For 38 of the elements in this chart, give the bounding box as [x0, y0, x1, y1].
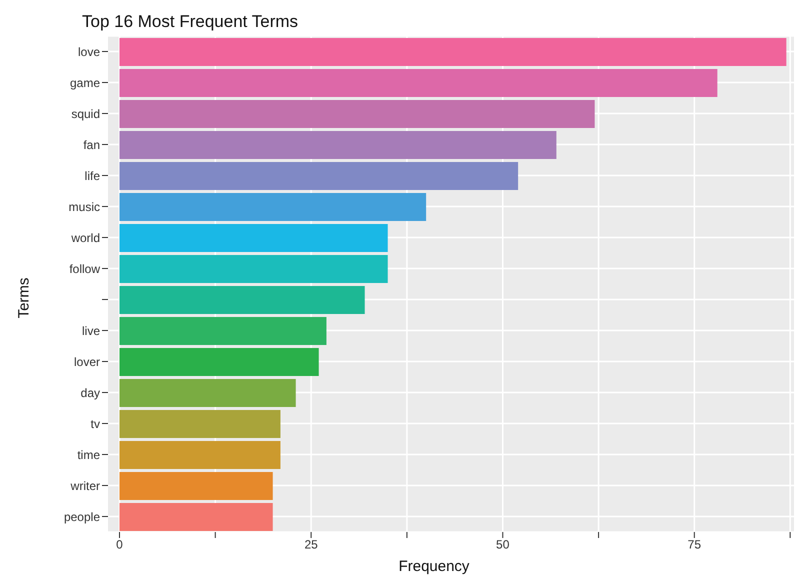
y-tick-label: game: [70, 76, 100, 90]
bar: [119, 131, 556, 159]
y-tick-label: follow: [69, 262, 100, 276]
bar: [119, 503, 273, 531]
bar: [119, 38, 786, 66]
y-tick-label: people: [64, 510, 100, 524]
x-tick-label: 50: [496, 538, 510, 552]
y-tick-label: love: [78, 44, 100, 59]
bar: [119, 224, 388, 252]
x-tick-label: 75: [688, 538, 702, 552]
y-tick-label: music: [68, 200, 100, 214]
bar: [119, 410, 280, 438]
bar: [119, 379, 296, 407]
y-tick-label: world: [70, 230, 100, 245]
y-tick-label: time: [77, 448, 100, 462]
y-tick-label: life: [84, 168, 100, 183]
x-tick-label: 25: [304, 538, 318, 552]
chart-title: Top 16 Most Frequent Terms: [82, 12, 298, 32]
y-tick-label: writer: [70, 478, 100, 493]
bar: [119, 317, 326, 345]
bar: [119, 441, 280, 469]
bar: [119, 69, 718, 97]
bar: [119, 348, 319, 376]
bar: [119, 255, 388, 283]
bar: [119, 286, 365, 314]
bar: [119, 472, 273, 500]
y-tick-label: lover: [74, 354, 100, 369]
y-tick-label: squid: [71, 106, 100, 121]
x-axis-title: Frequency: [398, 558, 470, 575]
y-tick-label: live: [82, 324, 100, 338]
bar: [119, 193, 426, 221]
x-tick-label: 0: [116, 538, 124, 552]
bar: [119, 162, 518, 190]
y-tick-label: tv: [90, 416, 100, 431]
y-tick-label: day: [80, 386, 100, 400]
y-axis-title: Terms: [16, 278, 32, 318]
y-tick-label: fan: [83, 138, 100, 152]
bar: [119, 100, 595, 128]
